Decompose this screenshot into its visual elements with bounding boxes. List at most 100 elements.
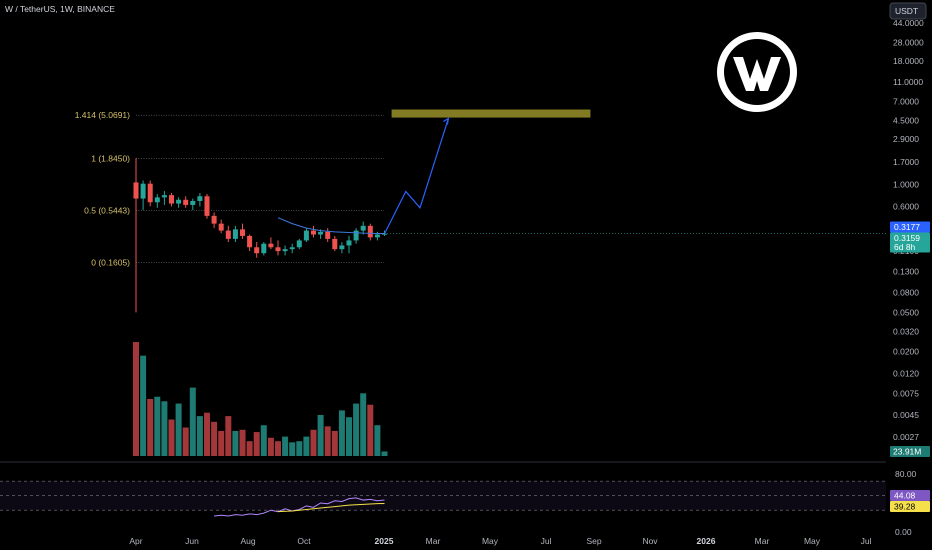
- candle-body: [240, 229, 245, 236]
- candle-body: [296, 240, 302, 248]
- candle-body: [339, 245, 345, 250]
- currency-button[interactable]: USDT: [889, 2, 927, 20]
- candle-body: [332, 238, 338, 250]
- time-tick-label: Oct: [297, 536, 311, 546]
- price-tick-label: 2.9000: [893, 134, 919, 144]
- moving-average: [277, 217, 385, 234]
- volume-bar: [260, 425, 267, 456]
- price-tick-label: 0.0200: [893, 347, 919, 357]
- time-tick-label: Jul: [541, 536, 552, 546]
- candle-body: [353, 230, 359, 241]
- candle-body: [161, 195, 167, 198]
- price-tick-label: 0.0045: [893, 410, 919, 420]
- candle-body: [311, 230, 316, 235]
- price-tick-label: 0.0320: [893, 326, 919, 336]
- last-price-tag: [890, 232, 930, 253]
- candle-body: [197, 196, 203, 201]
- price-tick-label: 11.0000: [893, 77, 923, 87]
- volume-bar: [161, 401, 168, 456]
- volume-bar: [346, 417, 352, 456]
- candle-body: [282, 249, 288, 252]
- candle-body: [374, 234, 380, 238]
- candle-body: [204, 196, 210, 216]
- target-zone-box: [391, 109, 591, 118]
- volume-bar: [147, 399, 154, 456]
- volume-bar: [289, 442, 296, 456]
- volume-bar: [324, 426, 331, 456]
- fib-levels: 1.414 (5.0691) 1 (1.8450) 0.5 (0.5443) 0 (0…: [75, 110, 384, 268]
- candle-body: [325, 231, 331, 239]
- candle-body: [218, 223, 224, 231]
- candle-body: [169, 195, 174, 204]
- volume-bar: [303, 436, 310, 456]
- volume-bar: [360, 393, 367, 456]
- price-tick-label: 0.0500: [893, 307, 919, 317]
- candle-body: [133, 182, 139, 199]
- candle-body: [367, 225, 373, 238]
- price-tick-label: 0.1300: [893, 267, 919, 277]
- time-tick-label: 2026: [697, 536, 716, 546]
- price-tick-label: 0.0120: [893, 368, 919, 378]
- volume-bar: [367, 404, 374, 456]
- countdown-text: 6d 8h: [894, 242, 916, 252]
- candle-body: [268, 243, 274, 248]
- volume-bar: [246, 441, 253, 456]
- target-zone: [391, 109, 591, 118]
- candle-body: [190, 200, 196, 205]
- rsi-ma-line: [277, 502, 385, 513]
- volume-bar: [140, 355, 147, 456]
- last-price-text: 0.3159: [894, 233, 920, 243]
- candle-body: [275, 247, 281, 252]
- time-tick-label: May: [482, 536, 499, 546]
- price-tick-label: 28.0000: [893, 37, 924, 47]
- ma-price-text: 0.3177: [894, 222, 920, 232]
- time-axis: Apr Jun Aug Oct 2025 Mar May Jul Sep Nov 2026 Mar Ma…: [129, 536, 871, 546]
- time-tick-label: Mar: [426, 536, 441, 546]
- candle-body: [382, 233, 387, 235]
- volume-bar: [353, 403, 360, 456]
- rsi-line: [214, 497, 385, 517]
- fib-label: 1 (1.8450): [91, 153, 130, 163]
- candle-body: [225, 230, 231, 239]
- rsi-pane: 80.0040.000.00: [0, 461, 917, 537]
- candle-body: [183, 199, 189, 205]
- rsi-tick-label: 80.00: [895, 469, 917, 479]
- candle-body: [147, 183, 153, 203]
- volume-bar: [374, 425, 381, 456]
- candle-body: [289, 247, 295, 250]
- ma-line: [277, 217, 385, 234]
- candle-body: [318, 231, 324, 235]
- time-tick-label: Apr: [129, 536, 142, 546]
- candle-body: [232, 229, 238, 239]
- price-tick-label: 7.0000: [893, 96, 919, 106]
- volume-bar: [154, 396, 161, 456]
- volume-bar: [133, 342, 139, 456]
- candle-body: [254, 247, 260, 254]
- volume-bar: [218, 430, 225, 456]
- price-tick-label: 0.0075: [893, 388, 919, 398]
- time-tick-label: 2025: [375, 536, 394, 546]
- candle-body: [176, 199, 182, 204]
- fib-label: 0 (0.1605): [91, 258, 130, 268]
- time-tick-label: Mar: [755, 536, 770, 546]
- rsi-ma-tag: [890, 501, 930, 512]
- time-tick-label: Aug: [240, 536, 255, 546]
- volume-bar: [310, 429, 317, 456]
- volume-bar: [317, 414, 324, 456]
- price-tick-label: 1.0000: [893, 180, 919, 190]
- price-tick-label: 18.0000: [893, 56, 924, 66]
- volume-bar: [239, 429, 246, 456]
- projection-path: [383, 117, 450, 234]
- rsi-tag: [890, 490, 930, 501]
- volume-bar: [381, 451, 388, 456]
- volume-tag: [890, 446, 930, 457]
- candle-body: [247, 235, 253, 248]
- volume-tag-text: 23.91M: [893, 447, 921, 457]
- volume-bar: [175, 403, 182, 456]
- volume-bar: [338, 410, 345, 456]
- fib-label: 1.414 (5.0691): [75, 110, 130, 120]
- volume-bar: [253, 432, 260, 456]
- fib-label: 0.5 (0.5443): [84, 205, 130, 215]
- candle-body: [154, 197, 160, 203]
